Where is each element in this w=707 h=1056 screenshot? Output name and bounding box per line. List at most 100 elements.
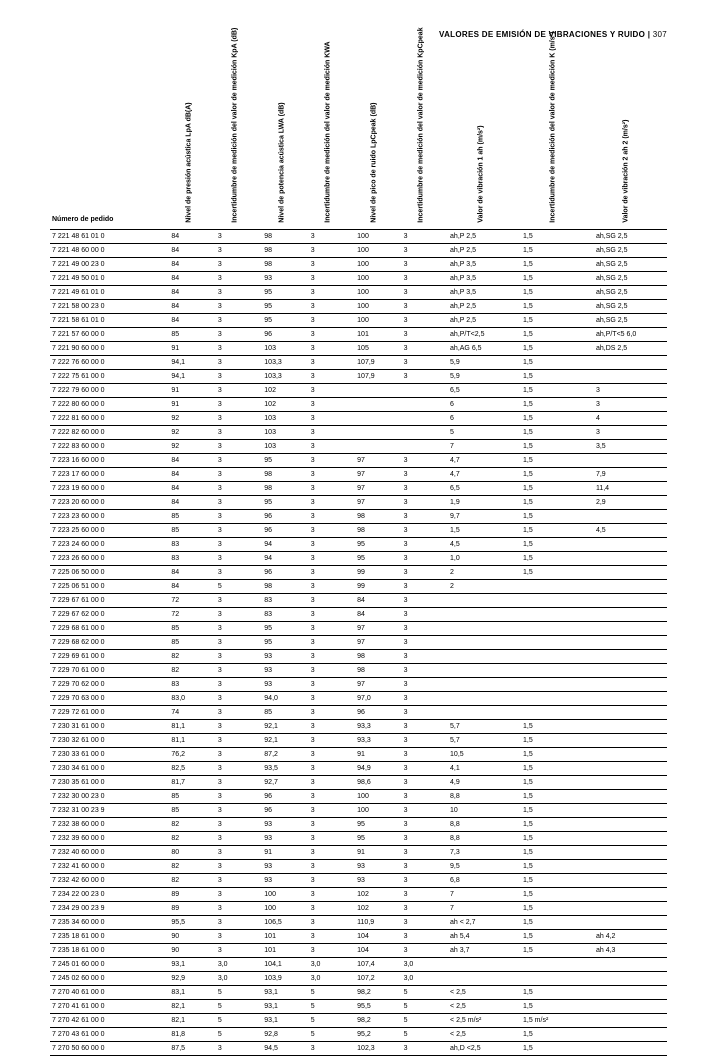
table-cell: 1,5 [521, 1041, 594, 1055]
table-cell: 4,5 [448, 537, 521, 551]
table-cell: 3 [309, 719, 355, 733]
table-cell: 3 [594, 397, 667, 411]
table-cell: 3 [216, 313, 262, 327]
table-cell [448, 971, 521, 985]
table-cell: 84 [169, 453, 215, 467]
table-cell: 3 [216, 845, 262, 859]
table-cell: 3 [309, 677, 355, 691]
table-cell: 3 [309, 579, 355, 593]
table-cell: 93,5 [262, 761, 308, 775]
table-cell: 1,5 [521, 901, 594, 915]
table-cell: 7 221 48 60 00 0 [50, 243, 169, 257]
table-cell: 3 [216, 607, 262, 621]
table-cell: 10,5 [448, 747, 521, 761]
table-cell: 3 [216, 229, 262, 243]
table-cell: 3 [309, 621, 355, 635]
table-cell: 95,2 [355, 1027, 401, 1041]
table-cell: 3 [402, 831, 448, 845]
table-cell: 100 [355, 789, 401, 803]
table-cell: 3 [402, 705, 448, 719]
table-cell: 1,5 [521, 523, 594, 537]
table-cell: 3 [309, 467, 355, 481]
table-cell: 98,6 [355, 775, 401, 789]
table-cell: 7 223 26 60 00 0 [50, 551, 169, 565]
table-cell: ah,DS 2,5 [594, 341, 667, 355]
table-cell [594, 845, 667, 859]
table-cell: 3 [309, 481, 355, 495]
table-cell [594, 537, 667, 551]
table-row: 7 223 25 60 00 08539639831,51,54,5 [50, 523, 667, 537]
table-cell: 7 232 41 60 00 0 [50, 859, 169, 873]
table-cell: 97 [355, 453, 401, 467]
table-cell: 95 [355, 831, 401, 845]
table-cell: 100 [355, 313, 401, 327]
table-cell: 84 [169, 579, 215, 593]
table-cell: 3 [216, 663, 262, 677]
table-cell: 100 [355, 229, 401, 243]
table-cell: 7 221 49 61 01 0 [50, 285, 169, 299]
table-cell: 1,5 [521, 383, 594, 397]
table-row: 7 232 41 60 00 08239339339,51,5 [50, 859, 667, 873]
table-cell: 92,1 [262, 733, 308, 747]
table-cell: 94,0 [262, 691, 308, 705]
table-cell: 84 [355, 607, 401, 621]
col-header-3: Nivel de potencia acústica LWA (dB) [262, 99, 308, 229]
table-cell: 4,1 [448, 761, 521, 775]
table-cell [594, 509, 667, 523]
table-cell: 7 223 24 60 00 0 [50, 537, 169, 551]
table-cell: 3 [216, 1041, 262, 1055]
table-cell: 95 [355, 817, 401, 831]
table-cell: 92,9 [169, 971, 215, 985]
table-cell: 91 [355, 747, 401, 761]
table-cell: 3 [216, 593, 262, 607]
table-cell: ah,P 2,5 [448, 243, 521, 257]
table-cell: 8,8 [448, 789, 521, 803]
table-cell: 8,8 [448, 831, 521, 845]
table-cell: 7 222 75 61 00 0 [50, 369, 169, 383]
table-cell: 3 [216, 369, 262, 383]
table-cell: ah 4,3 [594, 943, 667, 957]
table-cell: 84 [169, 271, 215, 285]
table-row: 7 270 41 61 00 082,1593,1595,55< 2,51,5 [50, 999, 667, 1013]
table-cell: 3 [309, 495, 355, 509]
table-cell [402, 425, 448, 439]
table-cell: 3 [402, 719, 448, 733]
table-cell: 7 229 69 61 00 0 [50, 649, 169, 663]
table-cell: 98 [262, 579, 308, 593]
table-cell: 3 [309, 747, 355, 761]
table-cell: 3,0 [216, 957, 262, 971]
table-cell: ah 5,4 [448, 929, 521, 943]
table-cell [594, 719, 667, 733]
table-cell: 1,5 [521, 719, 594, 733]
table-cell: 3 [309, 775, 355, 789]
table-cell: 82 [169, 663, 215, 677]
table-cell: 7 222 83 60 00 0 [50, 439, 169, 453]
table-cell: 100 [355, 257, 401, 271]
table-cell [355, 439, 401, 453]
table-cell: 5 [309, 1027, 355, 1041]
table-cell: 3 [309, 383, 355, 397]
table-cell [594, 803, 667, 817]
table-cell: 93,1 [262, 985, 308, 999]
table-cell: 1,5 [521, 453, 594, 467]
table-cell: 7 234 29 00 23 9 [50, 901, 169, 915]
table-cell: 93 [262, 663, 308, 677]
table-cell: 7 221 48 61 01 0 [50, 229, 169, 243]
table-cell: 3 [216, 817, 262, 831]
table-cell: 7 229 68 62 00 0 [50, 635, 169, 649]
table-cell: 3 [402, 565, 448, 579]
table-cell: 3 [402, 607, 448, 621]
table-cell: 3 [216, 747, 262, 761]
table-cell: 93 [355, 859, 401, 873]
table-cell: 1,5 [521, 537, 594, 551]
table-cell: 107,2 [355, 971, 401, 985]
table-cell: 3 [402, 285, 448, 299]
table-cell: 96 [355, 705, 401, 719]
table-cell: 72 [169, 593, 215, 607]
table-cell: 1,5 [521, 803, 594, 817]
table-cell [448, 705, 521, 719]
table-cell: 6,8 [448, 873, 521, 887]
table-cell: 3 [402, 467, 448, 481]
table-cell [594, 957, 667, 971]
table-cell: 7 232 40 60 00 0 [50, 845, 169, 859]
